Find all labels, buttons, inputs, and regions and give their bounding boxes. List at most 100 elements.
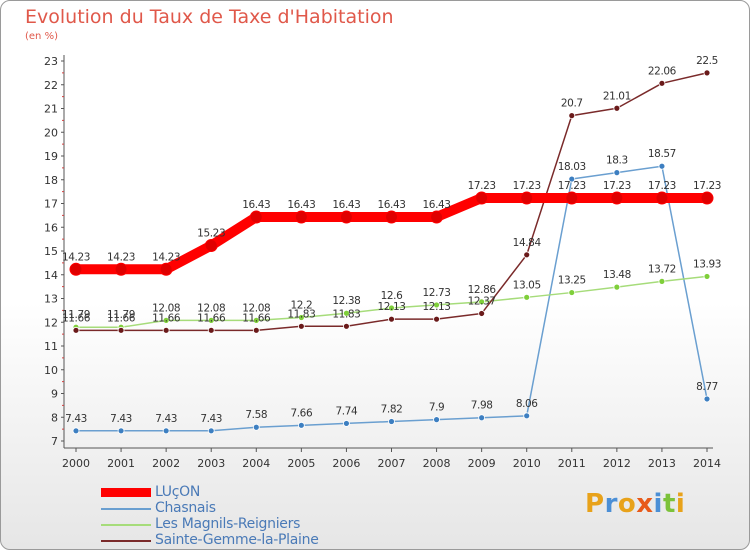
data-label: 17.23 bbox=[558, 180, 586, 192]
x-tick-label: 2001 bbox=[107, 457, 135, 470]
proxiti-logo: Proxiti bbox=[585, 489, 685, 519]
data-label: 12.2 bbox=[290, 300, 312, 312]
data-label: 22.5 bbox=[696, 55, 718, 67]
data-point bbox=[69, 262, 83, 276]
data-point bbox=[343, 420, 350, 427]
data-point bbox=[343, 322, 350, 330]
legend-label: Les Magnils-Reigniers bbox=[155, 516, 301, 532]
data-label: 15.23 bbox=[197, 228, 225, 240]
data-point bbox=[385, 210, 398, 224]
data-label: 7.43 bbox=[110, 413, 132, 425]
data-label: 11.66 bbox=[242, 312, 271, 324]
logo-letter: i bbox=[675, 489, 686, 519]
y-tick-label: 14 bbox=[44, 269, 58, 282]
data-point bbox=[117, 326, 125, 334]
data-label: 18.3 bbox=[606, 155, 628, 167]
y-tick-label: 7 bbox=[51, 435, 58, 448]
data-label: 11.66 bbox=[62, 312, 91, 324]
y-tick-label: 9 bbox=[51, 388, 58, 401]
data-label: 12.08 bbox=[152, 302, 180, 314]
data-point bbox=[565, 191, 579, 205]
data-point bbox=[297, 421, 305, 429]
data-point bbox=[72, 427, 80, 435]
data-label: 17.23 bbox=[648, 180, 676, 192]
data-point bbox=[114, 262, 128, 276]
data-label: 16.43 bbox=[242, 199, 270, 211]
x-tick-label: 2008 bbox=[423, 457, 451, 470]
data-label: 7.66 bbox=[290, 407, 312, 419]
data-point bbox=[523, 293, 531, 301]
data-point bbox=[478, 414, 486, 422]
data-point bbox=[207, 316, 215, 324]
data-point bbox=[700, 191, 714, 205]
data-point bbox=[568, 175, 576, 183]
chart-subtitle: (en %) bbox=[25, 31, 58, 42]
data-label: 12.13 bbox=[377, 301, 405, 313]
data-point bbox=[252, 423, 260, 431]
data-label: 16.43 bbox=[332, 199, 360, 211]
data-label: 7.98 bbox=[471, 400, 493, 412]
data-point bbox=[613, 283, 621, 291]
y-tick-label: 22 bbox=[44, 79, 58, 92]
data-label: 7.9 bbox=[429, 402, 445, 414]
y-tick-label: 12 bbox=[44, 316, 58, 329]
x-tick-label: 2006 bbox=[332, 457, 360, 470]
data-label: 13.05 bbox=[513, 279, 541, 291]
data-point bbox=[433, 301, 440, 309]
x-tick-label: 2010 bbox=[513, 457, 541, 470]
y-tick-label: 23 bbox=[44, 55, 58, 68]
data-label: 13.25 bbox=[558, 275, 586, 287]
x-tick-label: 2005 bbox=[287, 457, 315, 470]
y-tick-label: 16 bbox=[44, 221, 58, 234]
data-point bbox=[568, 112, 576, 120]
x-tick-label: 2003 bbox=[197, 457, 225, 470]
data-label: 13.72 bbox=[648, 263, 676, 275]
data-point bbox=[523, 251, 531, 259]
data-point bbox=[252, 326, 260, 334]
data-label: 7.82 bbox=[381, 404, 403, 416]
y-tick-label: 13 bbox=[44, 293, 58, 306]
x-tick-label: 2007 bbox=[378, 457, 406, 470]
data-label: 11.66 bbox=[197, 312, 226, 324]
logo-letter: i bbox=[653, 489, 663, 519]
data-point bbox=[207, 326, 215, 334]
data-point bbox=[658, 79, 666, 87]
data-point bbox=[523, 412, 531, 420]
y-tick-label: 10 bbox=[44, 364, 58, 377]
data-point bbox=[388, 418, 395, 425]
data-point bbox=[520, 191, 534, 205]
data-label: 12.73 bbox=[423, 287, 451, 299]
data-point bbox=[249, 210, 263, 224]
data-label: 13.48 bbox=[603, 269, 631, 281]
data-label: 16.43 bbox=[423, 199, 451, 211]
legend-label: LUçON bbox=[155, 484, 201, 500]
data-point bbox=[658, 162, 666, 170]
data-label: 14.23 bbox=[62, 251, 90, 263]
data-label: 20.7 bbox=[561, 98, 583, 110]
logo-letter: o bbox=[617, 489, 637, 519]
data-label: 12.37 bbox=[468, 295, 496, 307]
data-label: 7.43 bbox=[200, 413, 222, 425]
data-point bbox=[72, 326, 80, 334]
data-point bbox=[339, 210, 353, 224]
data-point bbox=[388, 304, 395, 312]
legend-swatch bbox=[101, 488, 151, 497]
data-label: 11.79 bbox=[62, 309, 90, 321]
data-label: 12.08 bbox=[197, 302, 225, 314]
data-label: 18.57 bbox=[648, 148, 676, 160]
x-tick-label: 2013 bbox=[648, 457, 676, 470]
y-tick-label: 15 bbox=[44, 245, 58, 258]
data-label: 8.77 bbox=[696, 381, 718, 393]
data-label: 16.43 bbox=[377, 199, 405, 211]
y-tick-label: 11 bbox=[44, 340, 58, 353]
y-tick-label: 8 bbox=[51, 411, 58, 424]
chart-title: Evolution du Taux de Taxe d'Habitation bbox=[25, 6, 394, 28]
data-point bbox=[162, 326, 170, 334]
data-point bbox=[207, 427, 215, 435]
data-point bbox=[475, 191, 489, 205]
data-point bbox=[117, 427, 125, 435]
x-tick-label: 2012 bbox=[603, 457, 631, 470]
legend-label: Chasnais bbox=[155, 500, 216, 516]
data-point bbox=[478, 298, 486, 306]
data-label: 7.43 bbox=[65, 413, 87, 425]
